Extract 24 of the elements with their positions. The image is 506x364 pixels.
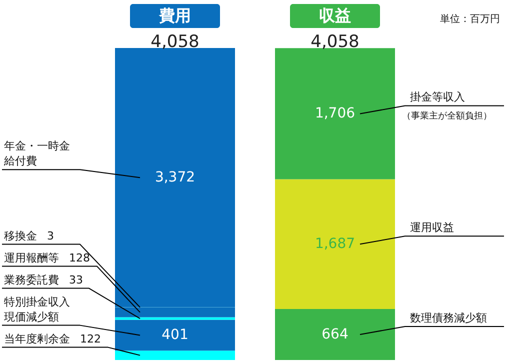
text: 年金・一時金給付費 — [3, 140, 70, 168]
total-label: 4,058 — [310, 32, 360, 52]
annotation: （事業主が全額負担） — [402, 110, 492, 122]
x-tick-label: 費用 — [158, 6, 191, 25]
text: 特別掛金収入現価減少額 — [4, 295, 70, 324]
text: 運用報酬等 — [4, 251, 59, 264]
x-tick-label: 収益 — [319, 6, 351, 25]
series-label: 掛金等収入 — [410, 90, 465, 104]
data-label: 401 — [162, 327, 188, 344]
data-label: 664 — [322, 326, 348, 342]
data-label: 1,706 — [314, 106, 356, 122]
data-label: 122 — [80, 332, 101, 346]
text: 移換金 — [4, 229, 37, 242]
data-label: 3,372 — [154, 170, 196, 186]
series-label: 運用収益 — [410, 221, 454, 234]
data-label: 128 — [69, 251, 90, 264]
text: 業務委託費 — [4, 273, 59, 286]
total-label: 4,058 — [150, 32, 200, 52]
text: 単位：百万円 — [440, 13, 500, 25]
data-label: 3 — [47, 229, 54, 242]
text: 当年度剰余金 — [4, 332, 70, 346]
data-label: 1,687 — [314, 236, 356, 252]
data-label: 33 — [69, 273, 83, 286]
series-label: 数理債務減少額 — [410, 311, 487, 324]
